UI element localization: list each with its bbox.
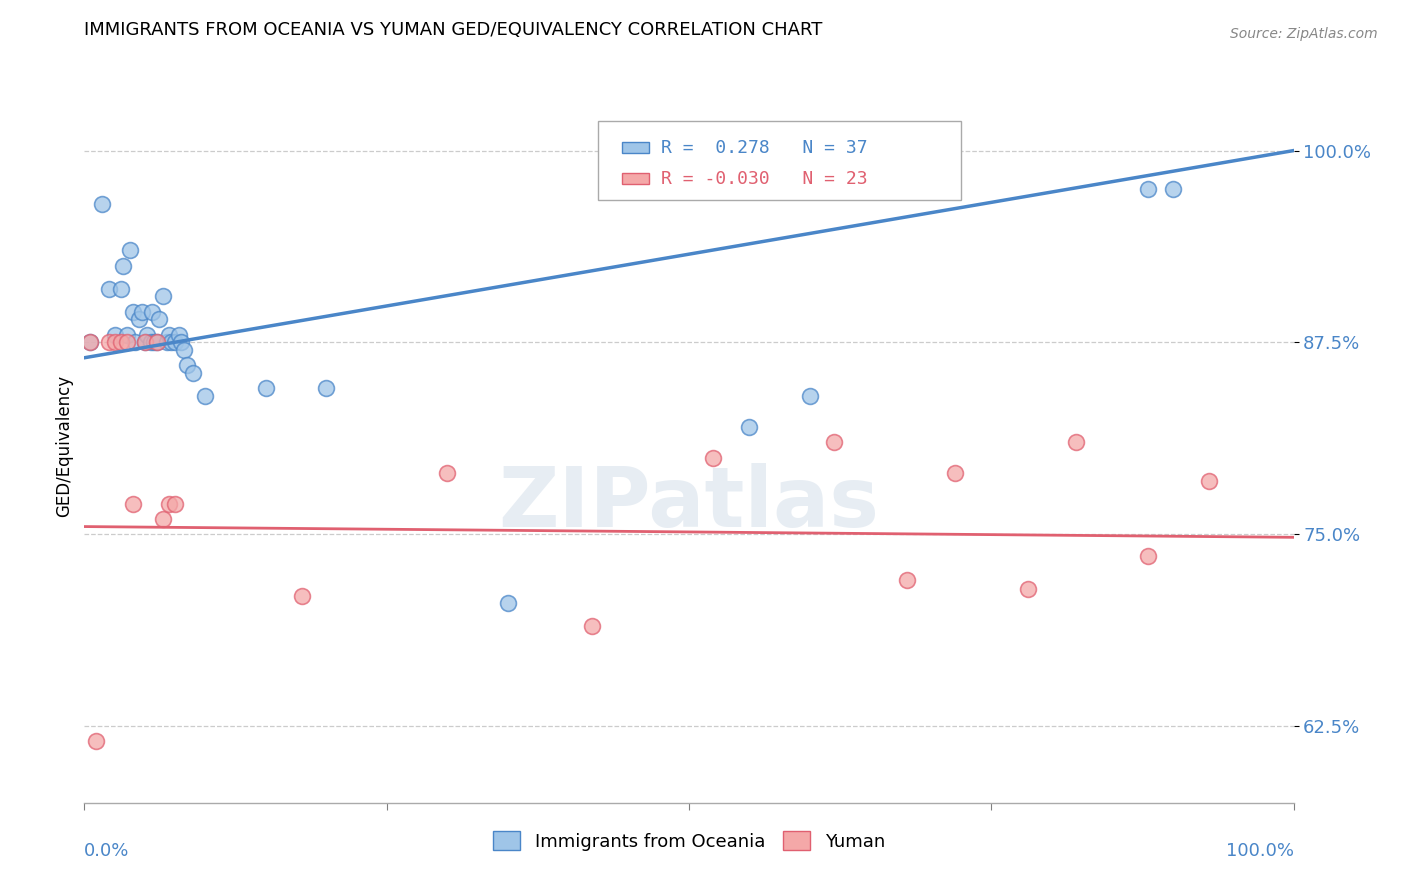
Point — [896, 574, 918, 588]
Point — [291, 589, 314, 603]
Point — [157, 327, 180, 342]
Text: R = -0.030   N = 23: R = -0.030 N = 23 — [661, 169, 868, 187]
Y-axis label: GED/Equivalency: GED/Equivalency — [55, 375, 73, 517]
Point — [1137, 549, 1160, 563]
Point — [134, 335, 156, 350]
Point — [79, 335, 101, 350]
Point — [1137, 182, 1160, 196]
Point — [121, 497, 143, 511]
Point — [148, 312, 170, 326]
Point — [131, 304, 153, 318]
Text: Source: ZipAtlas.com: Source: ZipAtlas.com — [1230, 27, 1378, 41]
Point — [134, 335, 156, 350]
Text: IMMIGRANTS FROM OCEANIA VS YUMAN GED/EQUIVALENCY CORRELATION CHART: IMMIGRANTS FROM OCEANIA VS YUMAN GED/EQU… — [84, 21, 823, 39]
Point — [1064, 435, 1087, 450]
FancyBboxPatch shape — [623, 173, 650, 184]
Point — [110, 335, 132, 350]
Point — [496, 596, 519, 610]
Point — [160, 335, 183, 350]
Point — [157, 497, 180, 511]
Point — [97, 282, 120, 296]
Point — [799, 389, 821, 403]
Point — [581, 619, 603, 633]
Point — [139, 335, 162, 350]
Point — [121, 304, 143, 318]
Point — [170, 335, 193, 350]
Point — [165, 497, 187, 511]
Point — [155, 335, 177, 350]
Point — [104, 327, 127, 342]
Point — [436, 466, 458, 480]
Point — [124, 335, 146, 350]
Text: 100.0%: 100.0% — [1226, 842, 1294, 860]
FancyBboxPatch shape — [623, 143, 650, 153]
Point — [79, 335, 101, 350]
Point — [165, 335, 187, 350]
Point — [738, 419, 761, 434]
Point — [176, 359, 198, 373]
Legend: Immigrants from Oceania, Yuman: Immigrants from Oceania, Yuman — [486, 824, 891, 858]
Point — [152, 512, 174, 526]
Point — [128, 312, 150, 326]
Point — [143, 335, 166, 350]
Point — [97, 335, 120, 350]
Point — [1017, 582, 1039, 597]
Point — [315, 381, 337, 395]
Point — [146, 335, 169, 350]
Point — [112, 259, 135, 273]
Point — [91, 197, 114, 211]
Text: 0.0%: 0.0% — [84, 842, 129, 860]
Point — [167, 327, 190, 342]
FancyBboxPatch shape — [599, 121, 962, 200]
Point — [136, 327, 159, 342]
Point — [943, 466, 966, 480]
Point — [115, 335, 138, 350]
Point — [702, 450, 724, 465]
Text: R =  0.278   N = 37: R = 0.278 N = 37 — [661, 139, 868, 157]
Point — [110, 282, 132, 296]
Point — [104, 335, 127, 350]
Point — [823, 435, 845, 450]
Point — [152, 289, 174, 303]
Point — [141, 304, 163, 318]
Point — [146, 335, 169, 350]
Point — [115, 327, 138, 342]
Point — [120, 244, 142, 258]
Point — [254, 381, 277, 395]
Point — [194, 389, 217, 403]
Point — [86, 734, 108, 748]
Point — [173, 343, 195, 357]
Point — [1161, 182, 1184, 196]
Point — [1198, 474, 1220, 488]
Text: ZIPatlas: ZIPatlas — [499, 463, 879, 543]
Point — [181, 366, 204, 380]
